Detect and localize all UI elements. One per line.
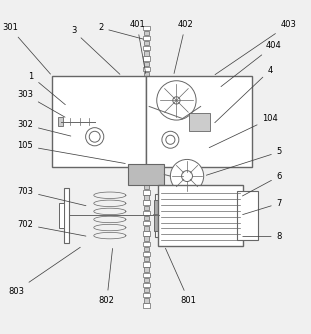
Text: 6: 6 [243,172,282,196]
Bar [142,190,150,194]
Circle shape [170,159,204,193]
Bar [144,216,149,220]
Text: 403: 403 [215,20,296,74]
Text: 301: 301 [2,23,50,74]
Bar [144,61,149,66]
Bar [142,231,150,236]
Bar [144,298,149,303]
Text: 703: 703 [17,187,86,206]
Bar [144,175,149,179]
Bar [142,252,150,256]
Bar [142,25,150,30]
Text: 404: 404 [221,41,281,87]
Bar [52,76,146,167]
Bar [142,139,150,143]
Bar [142,46,150,50]
Text: 801: 801 [165,248,197,305]
Text: 302: 302 [17,120,71,136]
Bar [144,93,149,97]
Bar [144,103,149,107]
Bar [142,36,150,40]
Text: 105: 105 [17,141,125,163]
Bar [144,257,149,262]
Bar [142,200,150,205]
Circle shape [166,135,175,144]
Bar [144,154,149,159]
Bar [64,188,69,243]
Bar [142,128,150,133]
Bar [154,200,159,230]
Bar [142,56,150,61]
Bar [237,191,258,240]
Bar [144,144,149,148]
Bar [142,159,150,164]
Bar [142,149,150,153]
Bar [142,77,150,81]
Bar [144,288,149,292]
Bar [144,267,149,272]
Text: 104: 104 [209,114,278,148]
Bar [142,283,150,287]
Bar [144,247,149,251]
Bar [128,164,164,185]
Bar [142,180,150,184]
Bar [144,134,149,138]
Bar [144,185,149,189]
Bar [144,164,149,169]
Text: 802: 802 [99,248,115,305]
Text: 402: 402 [174,20,193,73]
Bar [142,67,150,71]
Bar [142,221,150,225]
Text: 803: 803 [8,247,80,296]
Bar [144,278,149,282]
Bar [144,206,149,210]
Text: 1: 1 [29,72,65,105]
Bar [142,118,150,123]
Text: 3: 3 [71,26,120,74]
Bar [144,113,149,117]
Text: 702: 702 [17,220,86,236]
Bar [144,31,149,35]
Bar [188,113,210,131]
Bar [142,108,150,112]
Bar [144,72,149,76]
Circle shape [89,131,100,142]
Text: 7: 7 [243,199,282,215]
Bar [144,226,149,230]
Bar [142,293,150,298]
Circle shape [162,131,179,148]
Bar [142,170,150,174]
Bar [144,82,149,87]
Text: 303: 303 [17,90,65,117]
Text: 2: 2 [98,23,143,39]
Circle shape [182,171,193,182]
Circle shape [157,81,196,120]
Bar [158,185,243,246]
Bar [144,236,149,241]
Circle shape [173,97,180,104]
Bar [142,211,150,215]
Bar [58,117,63,126]
Bar [59,203,64,227]
Bar [144,51,149,55]
Text: 4: 4 [215,66,273,123]
Bar [144,195,149,200]
Bar [142,262,150,267]
Bar [142,87,150,92]
Bar [155,194,159,236]
Bar [146,76,252,167]
Circle shape [86,128,104,146]
Text: 5: 5 [206,147,282,175]
Text: 8: 8 [243,232,282,241]
Text: 401: 401 [129,20,146,73]
Bar [142,241,150,246]
Bar [142,98,150,102]
Bar [142,273,150,277]
Bar [144,41,149,45]
Bar [144,123,149,128]
Bar [142,303,150,308]
